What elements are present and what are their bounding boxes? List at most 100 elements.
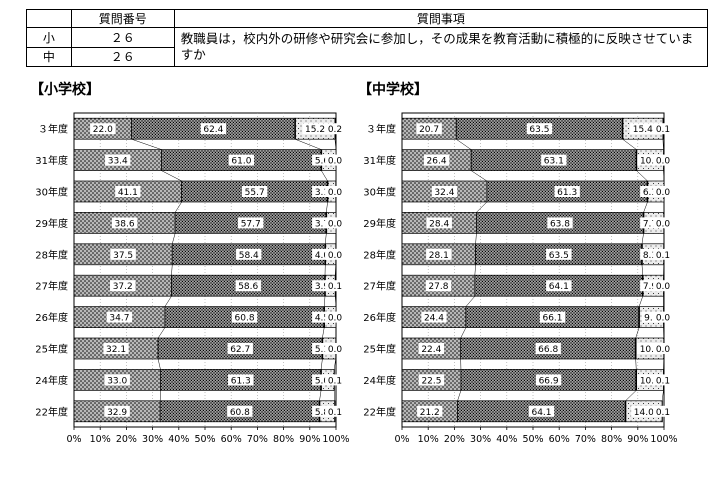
x-tick-label: 10% bbox=[418, 434, 439, 445]
x-tick-label: 70% bbox=[247, 434, 268, 445]
x-tick-label: 100% bbox=[322, 434, 349, 445]
data-label: 7.7 bbox=[643, 219, 657, 229]
category-label: 28年度 bbox=[35, 248, 68, 261]
series-connector bbox=[460, 327, 467, 339]
series-connector bbox=[172, 233, 176, 244]
data-label: 0.0 bbox=[328, 345, 343, 355]
data-label-bg bbox=[535, 374, 562, 386]
series-connector bbox=[325, 233, 327, 244]
data-label-bg bbox=[325, 280, 345, 292]
series-connector bbox=[622, 138, 637, 150]
x-tick-label: 0% bbox=[66, 434, 81, 445]
data-label: 9.3 bbox=[644, 314, 658, 324]
data-label-bg bbox=[325, 217, 345, 229]
series-connector bbox=[334, 139, 337, 150]
x-tick-label: 40% bbox=[168, 434, 189, 445]
question-number-header: 質問番号 bbox=[70, 9, 175, 28]
category-label: ３年度 bbox=[366, 123, 396, 136]
series-connector bbox=[476, 201, 488, 213]
x-tick-label: 30% bbox=[142, 434, 163, 445]
data-label: 0.1 bbox=[656, 376, 670, 386]
category-label: 26年度 bbox=[35, 311, 68, 324]
x-tick-label: 90% bbox=[299, 434, 320, 445]
series-connector bbox=[643, 201, 648, 213]
data-label: 0.1 bbox=[656, 408, 670, 418]
data-label-bg bbox=[312, 248, 332, 260]
data-label: 22.4 bbox=[421, 345, 441, 355]
data-label-bg bbox=[417, 405, 443, 417]
x-tick-label: 40% bbox=[496, 434, 517, 445]
data-label: 26.4 bbox=[427, 157, 447, 167]
series-connector bbox=[157, 358, 161, 370]
series-connector bbox=[334, 264, 336, 276]
category-label: 30年度 bbox=[363, 186, 396, 199]
series-connector bbox=[164, 296, 172, 307]
x-tick-label: 0% bbox=[394, 434, 409, 445]
data-label-bg bbox=[641, 311, 662, 323]
data-label: 63.8 bbox=[550, 219, 570, 229]
data-label: 0.0 bbox=[328, 219, 343, 229]
data-label-bg bbox=[653, 123, 673, 135]
data-label-bg bbox=[637, 374, 663, 386]
data-label: 3.1 bbox=[315, 188, 329, 198]
data-label: 28.4 bbox=[429, 219, 449, 229]
data-label: 6.3 bbox=[643, 188, 657, 198]
data-label-bg bbox=[431, 186, 458, 197]
data-label: 0.0 bbox=[328, 188, 343, 198]
data-label: 5.6 bbox=[315, 157, 330, 167]
series-connector bbox=[333, 358, 336, 370]
data-label: 63.5 bbox=[529, 125, 549, 135]
data-label-bg bbox=[103, 343, 129, 354]
elementary-chart-title: 【小学校】 bbox=[30, 82, 100, 98]
data-label: 8.3 bbox=[643, 251, 657, 261]
x-tick-label: 70% bbox=[575, 434, 596, 445]
data-label-bg bbox=[630, 123, 656, 135]
data-label-bg bbox=[227, 405, 253, 417]
series-connector bbox=[635, 327, 640, 339]
x-tick-label: 20% bbox=[116, 434, 137, 445]
series-connector bbox=[456, 138, 472, 150]
data-label-bg bbox=[526, 123, 553, 135]
data-label-bg bbox=[312, 405, 332, 417]
data-label: 58.4 bbox=[239, 251, 259, 261]
data-label: 61.3 bbox=[231, 376, 251, 386]
data-label: 58.6 bbox=[238, 282, 258, 292]
category-label: 27年度 bbox=[35, 280, 68, 293]
data-label-bg bbox=[653, 217, 673, 229]
data-label-bg bbox=[546, 280, 572, 292]
data-label-bg bbox=[637, 343, 663, 354]
series-connector bbox=[471, 170, 488, 182]
data-label: 10.3 bbox=[640, 157, 660, 167]
question-number-junior-high: ２６ bbox=[70, 46, 175, 67]
data-label: 57.7 bbox=[241, 219, 261, 229]
data-label: 0.1 bbox=[328, 376, 342, 386]
data-label-bg bbox=[312, 343, 332, 354]
data-label-bg bbox=[535, 343, 561, 354]
x-tick-label: 90% bbox=[627, 434, 648, 445]
data-label: 15.4 bbox=[633, 125, 653, 135]
category-label: 26年度 bbox=[363, 311, 396, 324]
data-label-bg bbox=[547, 217, 573, 229]
series-connector bbox=[474, 264, 476, 276]
data-label-bg bbox=[554, 186, 580, 197]
series-connector bbox=[333, 390, 335, 401]
data-label-bg bbox=[106, 311, 133, 323]
data-label-bg bbox=[227, 343, 253, 354]
data-label-bg bbox=[312, 374, 332, 386]
data-label: 0.1 bbox=[328, 282, 342, 292]
level-junior-high: 中 bbox=[26, 46, 72, 67]
data-label: 63.5 bbox=[549, 251, 569, 261]
data-label-bg bbox=[312, 154, 332, 166]
data-label: 33.4 bbox=[108, 157, 128, 167]
data-label: 0.2 bbox=[328, 125, 342, 135]
data-label: 5.0 bbox=[315, 376, 330, 386]
data-label-bg bbox=[528, 405, 555, 417]
data-label-bg bbox=[110, 280, 136, 292]
series-connector bbox=[320, 358, 323, 370]
category-label: 28年度 bbox=[363, 248, 396, 261]
data-label-bg bbox=[241, 186, 268, 197]
data-label: 5.8 bbox=[315, 408, 330, 418]
series-connector bbox=[475, 233, 477, 244]
